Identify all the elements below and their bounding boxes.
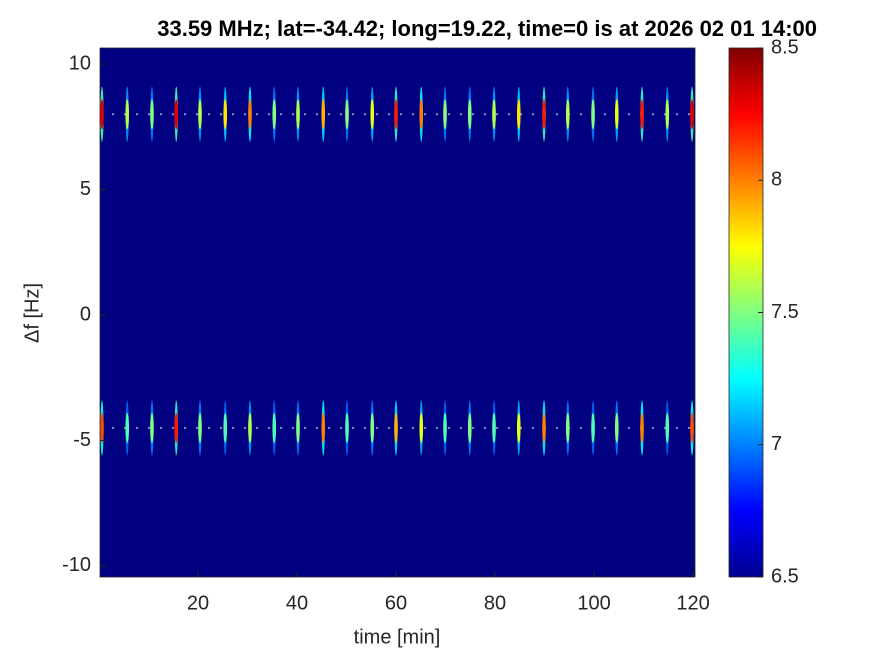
pulse [345, 99, 349, 130]
colorbar [728, 47, 764, 578]
pulse [467, 99, 472, 130]
pulse [394, 412, 398, 443]
pulse [542, 412, 546, 443]
pulse [223, 99, 228, 130]
colorbar-tick-label: 7.5 [771, 301, 799, 323]
pulse [565, 412, 570, 443]
pulse [542, 99, 546, 130]
plot-frame [99, 47, 696, 578]
pulse [492, 99, 496, 130]
x-axis-label: time [min] [354, 626, 441, 648]
pulse [345, 412, 349, 443]
pulse [125, 412, 130, 443]
pulse [394, 99, 398, 130]
pulse [419, 412, 424, 443]
y-tick-label: 0 [80, 303, 91, 325]
pulse [150, 412, 154, 443]
pulse [419, 99, 424, 130]
pulse [198, 99, 202, 130]
pulse [223, 412, 228, 443]
pulse [516, 99, 521, 130]
colorbar-tick-label: 8.5 [771, 36, 799, 58]
pulse [665, 412, 670, 443]
pulse [272, 412, 277, 443]
pulse [370, 412, 375, 443]
pulse [614, 99, 619, 130]
pulse [467, 412, 472, 443]
pulse [565, 99, 570, 130]
pulse [100, 412, 104, 443]
pulse [665, 99, 670, 130]
pulse [640, 99, 644, 130]
colorbar-tick-label: 7 [771, 433, 782, 455]
pulse [174, 99, 179, 130]
x-tick-label: 80 [484, 592, 506, 614]
pulse [174, 412, 179, 443]
pulse [198, 412, 202, 443]
pulse [640, 412, 644, 443]
x-tick-label: 100 [577, 592, 610, 614]
pulse [614, 412, 619, 443]
pulse [591, 99, 595, 130]
pulse [690, 99, 694, 130]
pulse [591, 412, 595, 443]
pulse [321, 99, 326, 130]
x-tick-label: 120 [676, 592, 709, 614]
pulse [150, 99, 154, 130]
pulse [296, 412, 300, 443]
pulse [516, 412, 521, 443]
x-tick-label: 20 [187, 592, 209, 614]
pulse [690, 412, 694, 443]
pulse [272, 99, 277, 130]
pulse [125, 99, 130, 130]
y-tick-label: -5 [73, 429, 91, 451]
pulse [443, 99, 447, 130]
pulse [248, 99, 252, 130]
heatmap-background [100, 48, 695, 577]
pulse [100, 99, 104, 130]
y-axis-label: Δf [Hz] [21, 283, 43, 343]
pulse [492, 412, 496, 443]
y-tick-label: 5 [80, 178, 91, 200]
pulse [321, 412, 326, 443]
colorbar-tick-label: 8 [771, 169, 782, 191]
y-tick-label: 10 [69, 52, 91, 74]
pulse [370, 99, 375, 130]
pulse [443, 412, 447, 443]
colorbar-tick-label: 6.5 [771, 565, 799, 587]
x-tick-label: 60 [385, 592, 407, 614]
x-tick-label: 40 [286, 592, 308, 614]
pulse [248, 412, 252, 443]
y-tick-label: -10 [62, 554, 91, 576]
chart-title: 33.59 MHz; lat=-34.42; long=19.22, time=… [157, 16, 817, 41]
pulse [296, 99, 300, 130]
